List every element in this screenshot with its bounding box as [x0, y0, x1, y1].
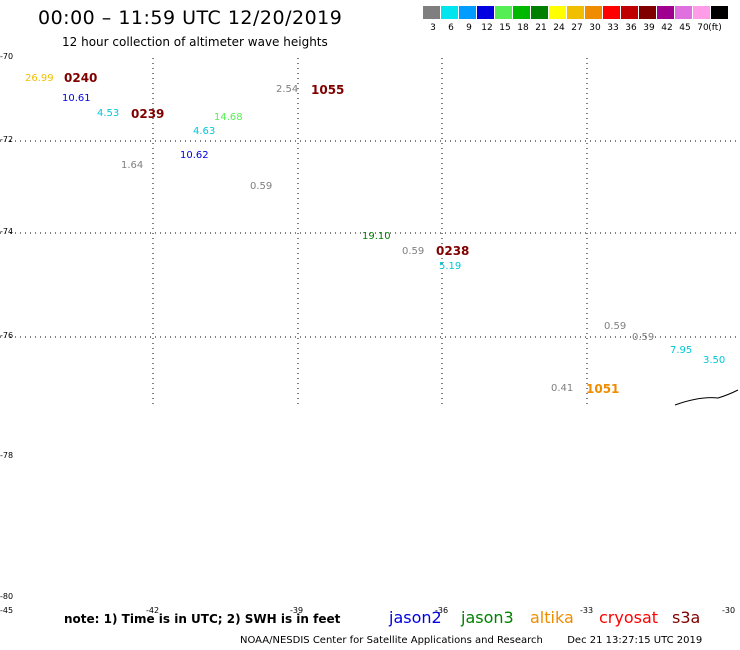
lat-label: -74 — [0, 227, 14, 236]
wave-height-value: 26.99 — [25, 73, 54, 84]
lat-label: -76 — [0, 331, 14, 340]
satellite-s3a: s3a — [672, 608, 701, 627]
wave-height-value: 7.95 — [670, 345, 693, 356]
scale-swatch — [566, 6, 584, 19]
lon-label: -45 — [0, 606, 14, 615]
wave-height-value: 1.64 — [121, 160, 144, 171]
scale-swatch — [458, 6, 476, 19]
note-text: note: 1) Time is in UTC; 2) SWH is in fe… — [64, 612, 341, 626]
map-subtitle: 12 hour collection of altimeter wave hei… — [62, 35, 328, 49]
wave-height-value: 10.62 — [180, 150, 209, 161]
footer-timestamp: Dec 21 13:27:15 UTC 2019 — [567, 635, 703, 646]
scale-label: 33 — [607, 23, 619, 33]
wave-height-value: 0.59 — [250, 181, 273, 192]
footer: NOAA/NESDIS Center for Satellite Applica… — [240, 635, 702, 646]
scale-swatch — [512, 6, 530, 19]
pass-time-label: 0238 — [436, 244, 470, 258]
wave-height-value: 4.63 — [193, 126, 216, 137]
lat-label: -80 — [0, 592, 14, 601]
scale-label: 27 — [571, 23, 583, 33]
pass-time-label: 0239 — [131, 107, 165, 121]
scale-swatch — [584, 6, 602, 19]
wave-height-value: 5.19 — [439, 261, 462, 272]
scale-label: 42 — [661, 23, 673, 33]
scale-swatch — [692, 6, 710, 19]
lat-label: -78 — [0, 451, 14, 460]
scale-label: 39 — [643, 23, 655, 33]
wave-height-value: 14.68 — [214, 112, 243, 123]
scale-label: 6 — [448, 23, 454, 33]
scale-swatch — [674, 6, 692, 19]
scale-swatch — [476, 6, 494, 19]
wave-height-value: 2.54 — [276, 84, 299, 95]
lon-label: -42 — [146, 606, 160, 615]
wave-height-value: 0.59 — [632, 332, 655, 343]
scale-swatch — [530, 6, 548, 19]
coastline — [674, 389, 739, 406]
scale-swatch — [440, 6, 458, 19]
scale-label: 21 — [535, 23, 547, 33]
scale-label: 70 — [697, 23, 709, 33]
satellite-jason2: jason2 — [389, 608, 442, 627]
scale-label: 15 — [499, 23, 511, 33]
scale-label: 9 — [466, 23, 472, 33]
pass-time-label: 1055 — [311, 83, 345, 97]
scale-label: 12 — [481, 23, 493, 33]
satellite-jason3: jason3 — [461, 608, 514, 627]
wave-height-value: 10.61 — [62, 93, 91, 104]
wave-height-value: 4.53 — [97, 108, 120, 119]
lon-label: -36 — [435, 606, 449, 615]
scale-label: 24 — [553, 23, 565, 33]
lon-label: -39 — [290, 606, 304, 615]
lon-label: -30 — [722, 606, 736, 615]
scale-swatch — [710, 6, 728, 19]
scale-swatch — [548, 6, 566, 19]
scale-swatch — [656, 6, 674, 19]
scale-label: 45 — [679, 23, 691, 33]
wave-height-value: 0.59 — [402, 246, 425, 257]
pass-time-label: 1051 — [586, 382, 620, 396]
lat-label: -70 — [0, 52, 14, 61]
scale-swatch — [602, 6, 620, 19]
wave-height-value: 3.50 — [703, 355, 726, 366]
scale-label: 18 — [517, 23, 529, 33]
lat-label: -72 — [0, 135, 14, 144]
wave-height-value: 0.59 — [604, 321, 627, 332]
satellite-cryosat: cryosat — [599, 608, 659, 627]
scale-label: 36 — [625, 23, 637, 33]
scale-swatch — [638, 6, 656, 19]
footer-credit: NOAA/NESDIS Center for Satellite Applica… — [240, 635, 543, 646]
scale-label: 30 — [589, 23, 601, 33]
pass-time-label: 0240 — [64, 71, 98, 85]
wave-height-value: 0.41 — [551, 383, 574, 394]
wave-height-value: 19.10 — [362, 231, 391, 242]
lon-label: -33 — [580, 606, 594, 615]
color-scale — [423, 6, 728, 19]
satellite-altika: altika — [530, 608, 574, 627]
scale-label: 3 — [430, 23, 436, 33]
scale-unit: (ft) — [708, 23, 722, 33]
scale-swatch — [423, 6, 440, 19]
scale-swatch — [620, 6, 638, 19]
scale-swatch — [494, 6, 512, 19]
map-title: 00:00 – 11:59 UTC 12/20/2019 — [38, 7, 343, 29]
